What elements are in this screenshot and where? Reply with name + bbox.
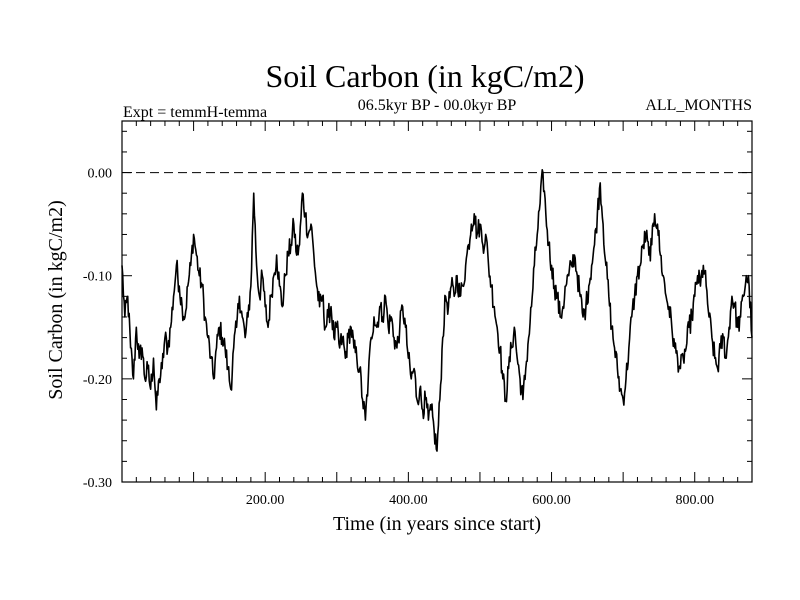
x-tick-label: 800.00 <box>675 493 714 508</box>
x-tick-label: 400.00 <box>389 493 428 508</box>
axes: 200.00 400.00 600.00 800.00 0.00 -0.10 -0.20 -0… <box>83 121 752 508</box>
chart-title: Soil Carbon (in kgC/m2) <box>265 58 584 94</box>
y-tick-label: -0.10 <box>83 270 112 285</box>
x-tick-label: 600.00 <box>532 493 571 508</box>
months-label: ALL_MONTHS <box>645 97 752 114</box>
y-tick-label: -0.30 <box>83 476 112 491</box>
x-tick-label: 200.00 <box>246 493 285 508</box>
y-tick-label: 0.00 <box>88 167 113 182</box>
series-line-soil-carbon <box>121 169 753 452</box>
time-range-label: 06.5kyr BP - 00.0kyr BP <box>358 97 517 114</box>
experiment-label: Expt = temmH-temma <box>123 104 267 121</box>
y-axis-label: Soil Carbon (in kgC/m2) <box>45 200 67 399</box>
series-layer <box>121 169 753 452</box>
plot-frame <box>121 120 753 483</box>
x-axis-label: Time (in years since start) <box>333 513 541 535</box>
y-tick-label: -0.20 <box>83 373 112 388</box>
